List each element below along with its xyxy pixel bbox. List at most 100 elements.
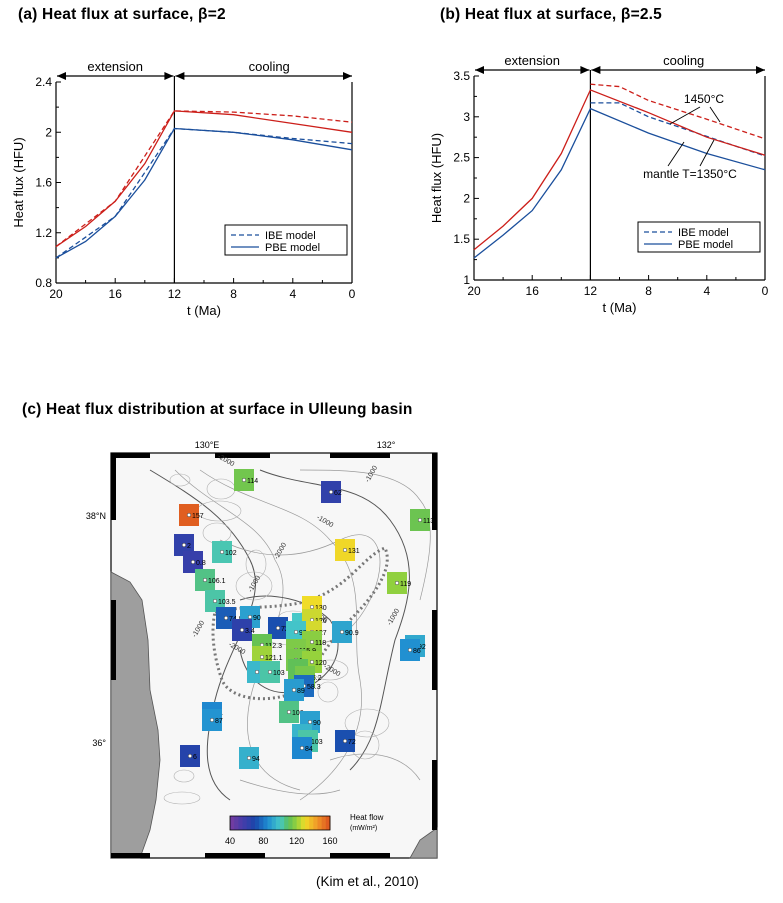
map-station-cell bbox=[400, 639, 420, 661]
map-station-cell bbox=[302, 596, 322, 618]
chart-b-legend-pbe-label: PBE model bbox=[678, 239, 733, 251]
map-station-label: 103.5 bbox=[218, 599, 236, 606]
map-frame-bar bbox=[111, 453, 150, 458]
map-station-dot bbox=[275, 625, 281, 631]
map-station-label: 74.9 bbox=[229, 616, 243, 623]
map-station-label: 120 bbox=[315, 660, 327, 667]
map-station-label: 119 bbox=[400, 581, 411, 588]
map-station-dot bbox=[259, 654, 265, 660]
map-contour-label: -1000 bbox=[315, 514, 334, 529]
map-station-dot bbox=[212, 598, 218, 604]
map-colorbar-segment bbox=[288, 816, 293, 830]
chart-a-series-ibe-blue bbox=[55, 127, 353, 259]
chart-a-ytick-label: 1.2 bbox=[35, 226, 52, 240]
map-station-cell bbox=[302, 631, 322, 653]
map-station-dot bbox=[309, 617, 315, 623]
map-contour-label: -2000 bbox=[273, 542, 288, 561]
map-station-cell bbox=[286, 621, 306, 643]
map-contour-label: -1000 bbox=[191, 620, 206, 639]
map-contour bbox=[174, 469, 301, 791]
map-station-cell bbox=[174, 534, 194, 556]
map-station-label: 112.3 bbox=[265, 643, 282, 650]
map-station-cell bbox=[180, 745, 200, 767]
map-station-cell bbox=[240, 606, 260, 628]
chart-b-ytick-label: 1.5 bbox=[453, 232, 470, 246]
map-frame-bar bbox=[432, 610, 437, 690]
map-station-cell bbox=[232, 619, 252, 641]
chart-b-ytick-label: 3.5 bbox=[453, 69, 470, 83]
chart-a-series-pbe-blue bbox=[55, 127, 353, 259]
map-colorbar-segment bbox=[250, 816, 256, 830]
chart-b-ytick-label: 2.5 bbox=[453, 151, 470, 165]
map-station-dot bbox=[299, 745, 305, 751]
chart-b-annotation-mantle: mantle T=1350°C bbox=[643, 167, 737, 181]
map-station-label: 62 bbox=[334, 490, 342, 497]
chart-a-xtick-label: 4 bbox=[289, 287, 296, 301]
map-station-label: 99 bbox=[299, 630, 307, 637]
map-station-label: 58.3 bbox=[307, 684, 321, 691]
map-station-cell bbox=[302, 621, 322, 643]
map-frame-bar bbox=[432, 760, 437, 830]
map-colorbar-segment bbox=[300, 816, 306, 830]
chart-b-series-pbe-red bbox=[473, 89, 766, 251]
map-station-cell bbox=[239, 747, 259, 769]
map-station-cell bbox=[302, 651, 322, 673]
map-station-dot bbox=[190, 559, 196, 565]
map-station-cell bbox=[405, 635, 425, 657]
map-colorbar-segment bbox=[321, 816, 327, 830]
map-station-label: 87 bbox=[215, 718, 223, 725]
map-colorbar-frame bbox=[229, 815, 331, 831]
map-station-dot bbox=[223, 615, 229, 621]
map-station-label: 157 bbox=[192, 513, 204, 520]
chart-a-extension-label: extension bbox=[87, 59, 143, 74]
chart-b-cooling-arrow-head-right bbox=[756, 66, 765, 74]
chart-a-xtick-label: 20 bbox=[49, 287, 63, 301]
map-colorbar-segment bbox=[296, 816, 302, 830]
map-colorbar-tick-label: 80 bbox=[258, 836, 268, 846]
map-station-cell bbox=[247, 661, 267, 683]
chart-a-cooling-arrow-head-right bbox=[343, 72, 352, 80]
map-station-cell bbox=[212, 541, 232, 563]
map-colorbar-segment bbox=[238, 816, 243, 830]
map-station-dot bbox=[412, 643, 418, 649]
chart-b-xtick-label: 4 bbox=[703, 284, 710, 298]
map-station-label: 84 bbox=[215, 711, 223, 718]
map-contour-label: -2000 bbox=[216, 453, 235, 468]
map-contour-minor bbox=[206, 478, 236, 500]
map-colorbar-segment bbox=[271, 816, 277, 830]
map-station-label: 72.2 bbox=[281, 626, 295, 633]
map-station-dot bbox=[286, 709, 292, 715]
map-station-cell bbox=[387, 572, 407, 594]
map-station-dot bbox=[394, 580, 400, 586]
chart-b-annotation-mantle-pointer2 bbox=[699, 139, 715, 167]
map-station-cell bbox=[260, 661, 280, 683]
map-left-label-38n: 38°N bbox=[86, 511, 106, 521]
map-station-dot bbox=[293, 657, 299, 663]
chart-a-extension-arrow-head-left bbox=[57, 72, 66, 80]
map-contour-minor bbox=[311, 659, 349, 681]
map-station-cell bbox=[292, 613, 312, 635]
chart-b-cooling-arrow-head-left bbox=[591, 66, 601, 74]
map-station-label: 95 bbox=[305, 733, 313, 740]
map-top-label-132: 132° bbox=[377, 440, 396, 450]
map-station-label: 118 bbox=[315, 640, 326, 647]
map-contour bbox=[219, 534, 381, 644]
map-contour-minor bbox=[202, 522, 232, 544]
chart-b-series-ibe-red bbox=[590, 83, 766, 140]
map-station-label: 94 bbox=[252, 756, 260, 763]
citation: (Kim et al., 2010) bbox=[316, 874, 419, 889]
panel-a-title: (a) Heat flux at surface, β=2 bbox=[18, 6, 226, 23]
map-contour-label: -2000 bbox=[309, 609, 328, 624]
chart-b-annotation-mantle-pointer bbox=[667, 141, 685, 167]
map-station-label: 115 bbox=[299, 658, 310, 665]
map-contour-minor bbox=[278, 610, 308, 624]
chart-a-ytick-label: 2.4 bbox=[35, 75, 52, 89]
chart-a-legend-box bbox=[224, 224, 348, 256]
map-station-cell bbox=[268, 617, 288, 639]
map-contour-minor bbox=[317, 681, 339, 703]
map-station-label: 2 bbox=[187, 543, 191, 550]
map-station-label: 86 bbox=[413, 648, 421, 655]
map-station-dot bbox=[299, 621, 305, 627]
map-station-dot bbox=[209, 710, 215, 716]
map-station-cell bbox=[183, 551, 203, 573]
